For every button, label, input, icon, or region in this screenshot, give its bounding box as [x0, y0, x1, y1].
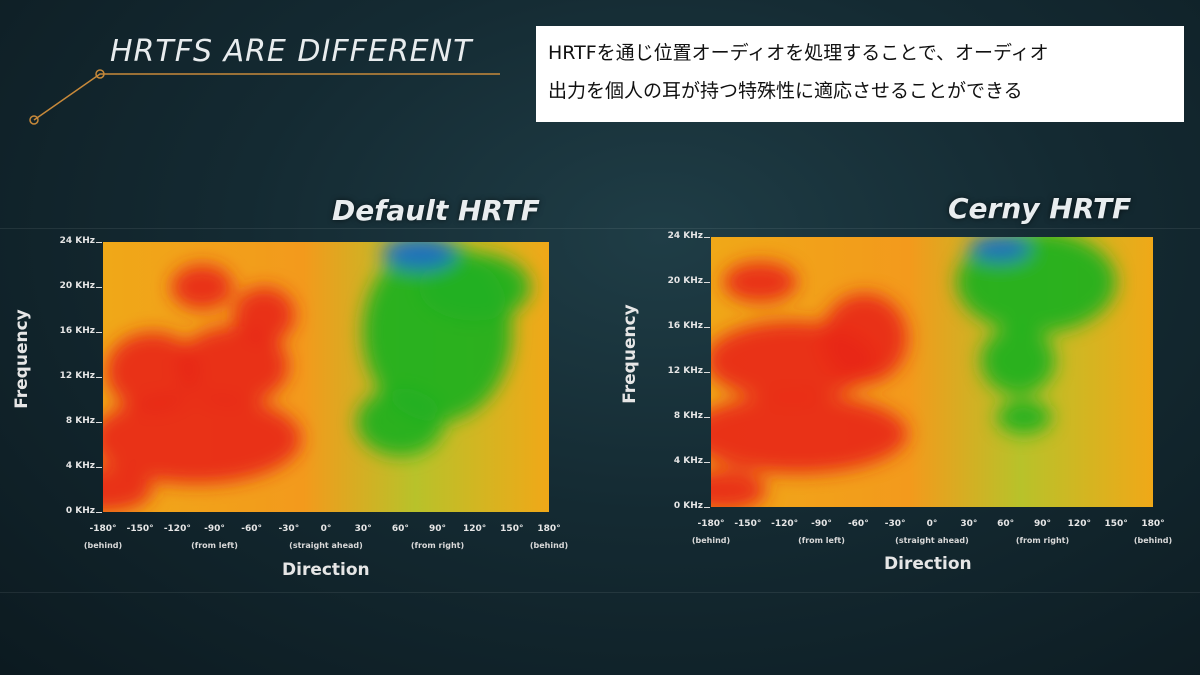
x-axis-label: Direction [282, 560, 370, 580]
heatmap-region-high [821, 293, 908, 384]
x-tick-label: 90° [1033, 519, 1052, 529]
x-direction-sublabel: (from left) [191, 541, 238, 550]
x-tick-label: 30° [960, 519, 978, 529]
x-tick-label: 180° [537, 524, 561, 534]
y-tick-mark [96, 422, 102, 423]
y-tick-mark [704, 282, 710, 283]
heatmap-region-high [105, 332, 200, 411]
heatmap-region-low [981, 327, 1055, 395]
y-tick-mark [96, 332, 102, 333]
x-direction-sublabel: (behind) [83, 541, 123, 550]
y-tick-label: 12 KHz [667, 366, 703, 376]
x-direction-sublabel: (from right) [1015, 536, 1070, 545]
x-axis-label: Direction [884, 554, 972, 574]
y-tick-mark [96, 512, 102, 513]
y-tick-label: 4 KHz [65, 461, 95, 471]
x-tick-label: -150° [126, 524, 154, 534]
y-tick-label: 0 KHz [65, 506, 95, 516]
caption-box: HRTFを通じ位置オーディオを処理することで、オーディオ 出力を個人の耳が持つ特… [536, 26, 1184, 122]
y-tick-label: 0 KHz [673, 501, 703, 511]
y-tick-label: 16 KHz [667, 321, 703, 331]
y-tick-label: 20 KHz [59, 281, 95, 291]
x-tick-label: -60° [847, 519, 869, 529]
x-direction-sublabel: (straight ahead) [895, 536, 969, 545]
heatmap-region-high [103, 467, 153, 512]
x-tick-label: -120° [771, 519, 799, 529]
heatmap-region-high [723, 261, 797, 303]
title-decoration [29, 69, 500, 125]
x-tick-label: -150° [734, 519, 762, 529]
y-tick-mark [96, 242, 102, 243]
x-tick-label: 120° [1067, 519, 1091, 529]
y-tick-mark [704, 462, 710, 463]
y-tick-mark [704, 507, 710, 508]
heatmap-region-high [103, 393, 302, 484]
x-direction-sublabel: (behind) [529, 541, 569, 550]
heatmap-region-high [711, 394, 908, 474]
x-tick-label: -180° [697, 519, 725, 529]
y-axis-label: Frequency [620, 304, 640, 404]
x-tick-label: -90° [204, 524, 225, 534]
y-tick-label: 4 KHz [673, 456, 703, 466]
y-tick-mark [704, 327, 710, 328]
heatmap-region-lowest [381, 242, 457, 271]
x-tick-label: 90° [428, 524, 447, 534]
heatmap-region-low [356, 388, 444, 456]
x-tick-label: 180° [1141, 519, 1165, 529]
y-tick-mark [96, 467, 102, 468]
x-direction-sublabel: (from right) [410, 541, 465, 550]
y-tick-label: 8 KHz [65, 416, 95, 426]
heatmap-region-high [233, 287, 296, 344]
heatmap-region-high [171, 264, 234, 310]
y-axis-label: Frequency [12, 309, 32, 409]
x-direction-sublabel: (from left) [798, 536, 845, 545]
x-tick-label: -60° [241, 524, 263, 534]
x-tick-label: 60° [997, 519, 1015, 529]
chart-title-cerny: Cerny HRTF [948, 192, 1132, 225]
x-tick-label: -90° [811, 519, 832, 529]
x-direction-sublabel: (behind) [691, 536, 731, 545]
x-tick-label: 150° [500, 524, 524, 534]
heatmap-area [711, 237, 1153, 507]
heatmap-area [103, 242, 549, 512]
x-tick-label: 30° [354, 524, 372, 534]
x-tick-label: 60° [391, 524, 409, 534]
x-tick-label: -120° [163, 524, 191, 534]
y-tick-mark [96, 287, 102, 288]
caption-line-1: HRTFを通じ位置オーディオを処理することで、オーディオ [548, 42, 1049, 64]
y-tick-label: 24 KHz [59, 236, 95, 246]
y-tick-label: 8 KHz [673, 411, 703, 421]
x-tick-label: -180° [89, 524, 117, 534]
y-tick-label: 12 KHz [59, 371, 95, 381]
heatmap-region-high [177, 326, 289, 406]
y-tick-label: 16 KHz [59, 326, 95, 336]
caption-line-2: 出力を個人の耳が持つ特殊性に適応させることができる [548, 80, 1023, 102]
x-tick-label: -30° [884, 519, 906, 529]
y-tick-mark [704, 372, 710, 373]
heatmap-region-low [418, 253, 531, 321]
heatmap-region-low [997, 400, 1052, 434]
heatmap-region-lowest [968, 237, 1031, 262]
x-tick-label: 0° [320, 524, 332, 534]
x-tick-label: 150° [1104, 519, 1128, 529]
x-tick-label: -30° [278, 524, 300, 534]
y-tick-mark [704, 237, 710, 238]
x-direction-sublabel: (straight ahead) [289, 541, 363, 550]
x-tick-label: 0° [926, 519, 938, 529]
chart-title-default: Default HRTF [332, 194, 540, 227]
x-direction-sublabel: (behind) [1133, 536, 1173, 545]
y-tick-label: 24 KHz [667, 231, 703, 241]
slide-title: HRTFS ARE DIFFERENT [110, 34, 473, 69]
heatmap-region-high [711, 469, 767, 507]
x-tick-label: 120° [463, 524, 487, 534]
y-tick-mark [704, 417, 710, 418]
y-tick-mark [96, 377, 102, 378]
y-tick-label: 20 KHz [667, 276, 703, 286]
